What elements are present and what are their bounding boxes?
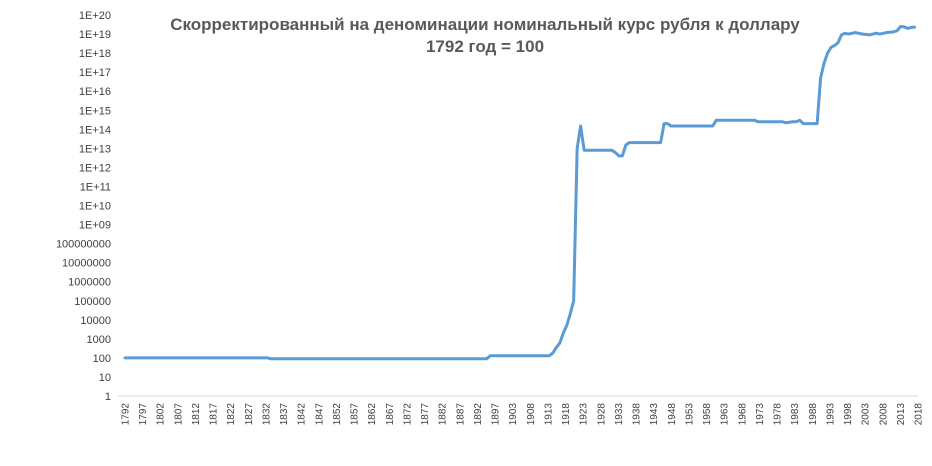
- y-tick-label: 1E+11: [80, 181, 111, 193]
- y-tick-label: 1E+10: [79, 201, 111, 213]
- x-tick-label: 1928: [596, 403, 607, 426]
- x-tick-label: 1923: [579, 403, 590, 426]
- series-line-0: [123, 24, 917, 361]
- x-tick-label: 1973: [755, 403, 766, 426]
- x-tick-label: 1968: [737, 403, 748, 426]
- x-tick-label: 1938: [632, 403, 643, 426]
- y-tick-label: 1: [105, 391, 111, 403]
- chart-title-line-1: Скорректированный на деноминации номинал…: [170, 15, 800, 34]
- x-tick-label: 1797: [138, 403, 149, 426]
- x-tick-label: 1933: [614, 403, 625, 426]
- x-tick-label: 1807: [173, 403, 184, 426]
- x-tick-label: 1862: [367, 403, 378, 426]
- x-tick-label: 1867: [385, 403, 396, 426]
- x-tick-label: 1827: [244, 403, 255, 426]
- y-tick-label: 1000000: [68, 277, 111, 289]
- x-tick-label: 1998: [843, 403, 854, 426]
- x-tick-label: 1963: [720, 403, 731, 426]
- x-tick-label: 1903: [508, 403, 519, 426]
- y-tick-label: 10000000: [62, 258, 111, 270]
- y-tick-label: 100000: [74, 296, 111, 308]
- y-tick-label: 1E+19: [79, 29, 111, 41]
- x-tick-label: 1943: [649, 403, 660, 426]
- x-tick-label: 1852: [332, 403, 343, 426]
- x-tick-label: 2018: [914, 403, 925, 426]
- x-tick-label: 1847: [314, 403, 325, 426]
- y-tick-label: 1E+12: [79, 162, 111, 174]
- x-tick-label: 1988: [808, 403, 819, 426]
- x-tick-label: 1857: [350, 403, 361, 426]
- x-tick-label: 2013: [896, 403, 907, 426]
- x-tick-label: 1892: [473, 403, 484, 426]
- y-tick-label: 1E+14: [79, 124, 111, 136]
- x-tick-label: 1908: [526, 403, 537, 426]
- x-tick-label: 1897: [491, 403, 502, 426]
- x-tick-label: 1983: [790, 403, 801, 426]
- y-tick-label: 10: [99, 372, 111, 384]
- x-tick-label: 1822: [226, 403, 237, 426]
- x-tick-label: 1817: [209, 403, 220, 426]
- y-tick-label: 100000000: [56, 239, 111, 251]
- x-tick-label: 2003: [861, 403, 872, 426]
- chart-title: Скорректированный на деноминации номинал…: [0, 14, 932, 58]
- x-tick-label: 2008: [878, 403, 889, 426]
- x-tick-label: 1872: [402, 403, 413, 426]
- y-tick-label: 1E+09: [79, 220, 111, 232]
- x-tick-label: 1958: [702, 403, 713, 426]
- y-tick-label: 10000: [80, 315, 111, 327]
- x-tick-label: 1953: [684, 403, 695, 426]
- y-tick-label: 1E+18: [79, 48, 111, 60]
- x-tick-label: 1842: [297, 403, 308, 426]
- y-tick-label: 100: [93, 353, 111, 365]
- x-tick-label: 1918: [561, 403, 572, 426]
- x-tick-label: 1887: [455, 403, 466, 426]
- y-tick-label: 1E+13: [79, 143, 111, 155]
- x-tick-label: 1913: [543, 403, 554, 426]
- x-tick-label: 1877: [420, 403, 431, 426]
- x-tick-label: 1832: [261, 403, 272, 426]
- y-tick-label: 1E+17: [79, 67, 111, 79]
- y-tick-label: 1E+16: [79, 86, 111, 98]
- x-tick-label: 1812: [191, 403, 202, 426]
- x-tick-label: 1792: [121, 403, 132, 426]
- x-tick-label: 1802: [156, 403, 167, 426]
- chart-title-line-2: 1792 год = 100: [425, 37, 545, 56]
- y-tick-label: 1000: [87, 334, 111, 346]
- x-tick-label: 1837: [279, 403, 290, 426]
- x-tick-label: 1978: [773, 403, 784, 426]
- x-tick-label: 1948: [667, 403, 678, 426]
- x-tick-label: 1882: [438, 403, 449, 426]
- x-tick-label: 1993: [825, 403, 836, 426]
- y-tick-label: 1E+20: [79, 10, 111, 22]
- y-tick-label: 1E+15: [79, 105, 111, 117]
